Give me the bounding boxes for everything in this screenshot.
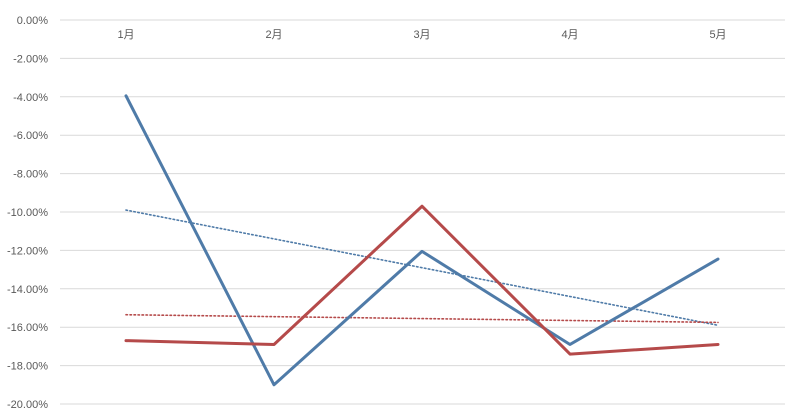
x-tick-label: 2月 (265, 29, 282, 41)
y-tick-label: -14.00% (7, 284, 48, 296)
series-line (124, 94, 720, 387)
y-tick-label: 0.00% (17, 15, 48, 27)
y-tick-label: -20.00% (7, 399, 48, 411)
y-axis-tick-labels: 0.00% -2.00% -4.00% -6.00% -8.00% -10.00% -12.… (7, 15, 48, 411)
y-tick-label: -8.00% (13, 169, 48, 181)
trendlines (125, 209, 719, 327)
y-tick-label: -12.00% (7, 245, 48, 257)
trendline (125, 313, 719, 324)
y-tick-label: -18.00% (7, 361, 48, 373)
x-tick-label: 5月 (709, 29, 726, 41)
x-tick-label: 3月 (413, 29, 430, 41)
y-tick-label: -10.00% (7, 207, 48, 219)
y-tick-label: -4.00% (13, 92, 48, 104)
series-lines (124, 94, 720, 387)
x-tick-label: 4月 (561, 29, 578, 41)
y-tick-label: -6.00% (13, 130, 48, 142)
gridlines (60, 19, 785, 405)
x-tick-label: 1月 (117, 29, 134, 41)
series-line (124, 204, 720, 356)
trendline (125, 209, 719, 327)
y-tick-label: -2.00% (13, 53, 48, 65)
y-tick-label: -16.00% (7, 322, 48, 334)
x-axis-tick-labels: 1月 2月 3月 4月 5月 (117, 29, 726, 41)
